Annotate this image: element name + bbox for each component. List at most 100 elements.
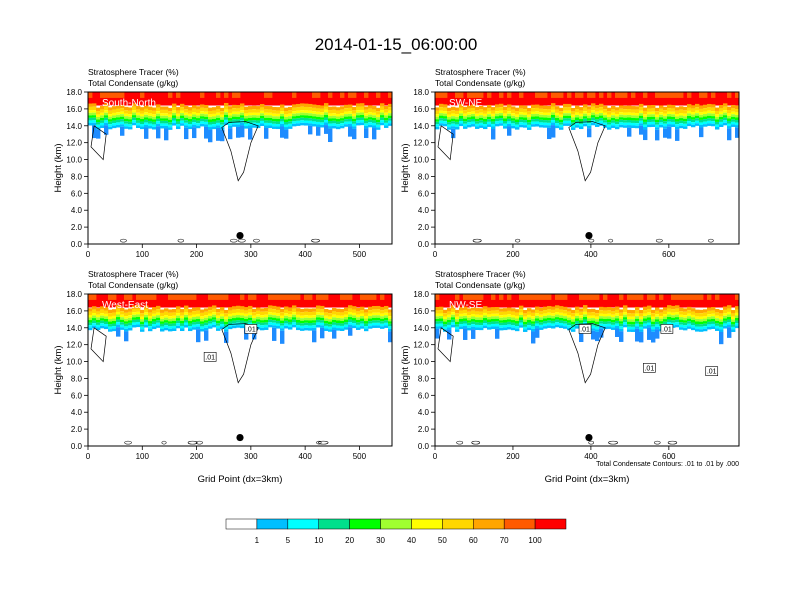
tracer-cell (140, 313, 145, 317)
tracer-cell (116, 105, 121, 109)
tracer-cell (639, 110, 644, 114)
tracer-cell (591, 323, 596, 326)
tracer-cell (208, 129, 213, 143)
tracer-cell (200, 121, 205, 124)
tracer-cell (735, 315, 740, 318)
tracer-cell (364, 115, 369, 119)
tracer-cell (447, 107, 452, 112)
tracer-cell (703, 111, 708, 115)
tracer-cell (368, 326, 373, 329)
tracer-cell (152, 114, 157, 117)
tracer-cell (727, 308, 732, 312)
tracer-cell (635, 294, 640, 300)
tracer-cell (296, 107, 301, 111)
tracer-cell (719, 310, 724, 314)
tracer-cell (360, 313, 365, 317)
tracer-cell (523, 120, 528, 123)
tracer-cell (332, 120, 337, 124)
tracer-cell (483, 107, 488, 111)
tracer-cell (292, 305, 297, 309)
tracer-cell (132, 322, 137, 325)
tracer-cell (276, 313, 281, 316)
tracer-cell (543, 323, 548, 327)
tracer-cell (719, 329, 724, 332)
tracer-cell (284, 315, 289, 319)
tracer-cell (571, 114, 576, 118)
tracer-cell (639, 107, 644, 111)
tracer-cell (348, 308, 353, 312)
tracer-cell (711, 316, 716, 319)
tracer-cell (112, 318, 117, 321)
tracer-cell (663, 92, 668, 98)
tracer-cell (212, 110, 217, 114)
tracer-cell (244, 110, 249, 114)
tracer-cell (148, 309, 153, 313)
tracer-cell (252, 109, 257, 113)
tracer-cell (272, 110, 277, 114)
tracer-cell (332, 118, 337, 121)
tracer-cell (108, 313, 113, 317)
tracer-cell (723, 112, 728, 116)
tracer-cell (260, 118, 265, 121)
tracer-cell (96, 119, 101, 123)
tracer-cell (603, 105, 608, 110)
tracer-cell (463, 121, 468, 124)
tracer-cell (627, 294, 632, 300)
tracer-cell (691, 119, 696, 123)
tracer-cell (216, 312, 221, 316)
tracer-cell (364, 106, 369, 110)
tracer-cell (687, 123, 692, 127)
tracer-cell (627, 122, 632, 126)
tracer-cell (312, 308, 317, 312)
tracer-cell (260, 325, 265, 328)
tracer-cell (132, 106, 137, 111)
tracer-cell (340, 92, 345, 98)
tracer-cell (220, 114, 225, 118)
tracer-cell (92, 125, 97, 139)
tracer-cell (248, 120, 253, 123)
tracer-cell (288, 106, 293, 111)
tracer-cell (284, 119, 289, 122)
tracer-cell (455, 119, 460, 122)
tracer-cell (555, 106, 560, 110)
tracer-cell (292, 308, 297, 313)
tracer-cell (683, 113, 688, 117)
tracer-cell (475, 294, 480, 300)
contour-line (237, 238, 246, 243)
y-tick-label: 0.0 (418, 442, 430, 451)
tracer-cell (635, 115, 640, 119)
tracer-cell (280, 116, 285, 119)
tracer-cell (364, 328, 369, 332)
tracer-cell (156, 312, 161, 316)
tracer-cell (224, 326, 229, 330)
tracer-cell (384, 115, 389, 118)
x-axis-label: Grid Point (dx=3km) (545, 474, 630, 485)
tracer-cell (655, 117, 660, 120)
colorbar-label: 40 (407, 536, 416, 545)
tracer-cell (148, 120, 153, 124)
tracer-cell (567, 92, 572, 98)
tracer-cell (108, 92, 113, 98)
tracer-cell (268, 305, 273, 309)
tracer-cell (236, 315, 241, 318)
tracer-cell (264, 322, 269, 325)
tracer-cell (96, 111, 101, 115)
tracer-cell (132, 120, 137, 123)
tracer-cell (312, 322, 317, 326)
tracer-cell (344, 311, 349, 315)
tracer-cell (679, 294, 684, 300)
tracer-cell (727, 305, 732, 309)
tracer-cell (100, 92, 105, 98)
tracer-cell (328, 113, 333, 116)
tracer-cell (264, 120, 269, 123)
tracer-cell (204, 322, 209, 326)
tracer-cell (192, 327, 197, 330)
tracer-cell (607, 107, 612, 112)
tracer-cell (567, 123, 572, 126)
contour-line (608, 238, 614, 243)
tracer-cell (687, 321, 692, 324)
tracer-cell (280, 126, 285, 138)
tracer-cell (132, 117, 137, 121)
tracer-cell (659, 122, 664, 125)
tracer-cell (228, 118, 233, 121)
